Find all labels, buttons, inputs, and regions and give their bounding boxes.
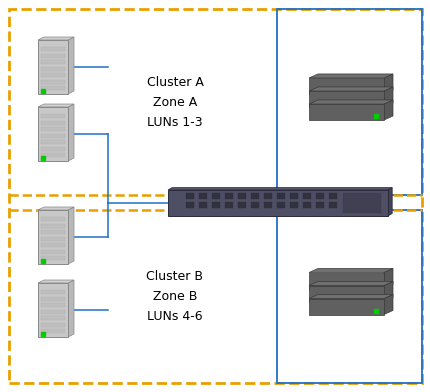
Bar <box>276 202 284 208</box>
Bar <box>41 296 65 301</box>
Bar <box>328 202 336 208</box>
Bar <box>41 73 65 77</box>
Bar <box>199 193 206 199</box>
Bar <box>302 193 310 199</box>
Bar <box>41 67 65 71</box>
Bar <box>212 202 219 208</box>
Bar <box>250 193 258 199</box>
Bar <box>237 193 246 199</box>
Bar <box>212 193 219 199</box>
Polygon shape <box>68 104 74 161</box>
Bar <box>224 202 233 208</box>
Bar <box>38 283 68 337</box>
Bar <box>308 285 383 301</box>
Bar <box>41 230 65 234</box>
Bar <box>302 202 310 208</box>
Bar <box>41 243 65 247</box>
Polygon shape <box>383 87 392 107</box>
Bar <box>276 210 421 383</box>
Polygon shape <box>168 187 391 190</box>
Bar <box>41 323 65 327</box>
Bar <box>41 290 65 294</box>
Polygon shape <box>68 280 74 337</box>
Bar <box>41 310 65 314</box>
Bar <box>308 272 383 289</box>
Bar <box>41 114 65 118</box>
Polygon shape <box>383 281 392 301</box>
Bar <box>41 86 65 90</box>
Polygon shape <box>308 269 392 272</box>
Bar <box>264 202 271 208</box>
Bar <box>308 78 383 94</box>
Polygon shape <box>383 269 392 289</box>
Bar <box>41 217 65 221</box>
Bar <box>276 9 421 195</box>
Bar <box>41 53 65 58</box>
Polygon shape <box>38 280 74 283</box>
Bar <box>308 298 383 314</box>
Polygon shape <box>383 100 392 120</box>
Bar <box>41 329 65 333</box>
Bar <box>41 316 65 320</box>
Bar <box>328 193 336 199</box>
Bar <box>41 147 65 151</box>
Bar <box>38 107 68 161</box>
Bar <box>186 193 194 199</box>
Polygon shape <box>308 294 392 298</box>
Text: Cluster A
Zone A
LUNs 1-3: Cluster A Zone A LUNs 1-3 <box>146 76 203 129</box>
Text: Cluster B
Zone B
LUNs 4-6: Cluster B Zone B LUNs 4-6 <box>146 270 203 323</box>
Bar <box>41 256 65 260</box>
Polygon shape <box>38 207 74 210</box>
Polygon shape <box>38 37 74 40</box>
Polygon shape <box>38 104 74 107</box>
Bar <box>41 223 65 227</box>
Bar <box>41 47 65 51</box>
Polygon shape <box>383 294 392 314</box>
Bar <box>41 249 65 254</box>
Polygon shape <box>308 74 392 78</box>
Bar <box>342 193 380 213</box>
Bar <box>41 140 65 144</box>
Bar <box>237 202 246 208</box>
Bar <box>41 127 65 131</box>
Bar <box>41 134 65 138</box>
Bar <box>315 193 323 199</box>
Bar <box>41 80 65 83</box>
Bar <box>186 202 194 208</box>
Bar <box>276 193 284 199</box>
Bar <box>224 193 233 199</box>
Bar <box>264 193 271 199</box>
Bar <box>199 202 206 208</box>
Bar <box>41 153 65 157</box>
Polygon shape <box>308 281 392 285</box>
Polygon shape <box>308 87 392 91</box>
Bar <box>38 210 68 264</box>
Bar <box>41 60 65 64</box>
Bar <box>168 190 387 216</box>
Polygon shape <box>308 100 392 104</box>
Polygon shape <box>383 74 392 94</box>
Bar <box>41 303 65 307</box>
Bar <box>315 202 323 208</box>
Bar <box>308 91 383 107</box>
Bar <box>38 40 68 94</box>
Polygon shape <box>68 37 74 94</box>
Bar <box>308 104 383 120</box>
Bar <box>41 236 65 241</box>
Polygon shape <box>68 207 74 264</box>
Bar <box>250 202 258 208</box>
Polygon shape <box>387 187 391 216</box>
Bar <box>289 193 297 199</box>
Bar <box>41 120 65 125</box>
Bar <box>289 202 297 208</box>
